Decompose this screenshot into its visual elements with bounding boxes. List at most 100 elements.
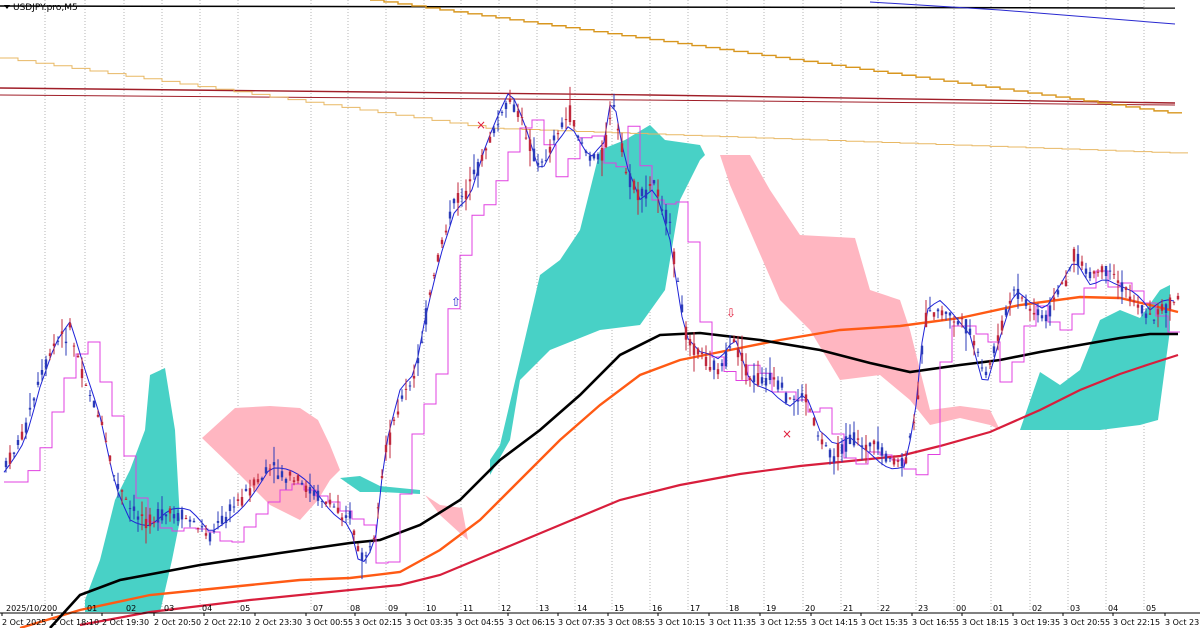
candle-body [816, 435, 820, 437]
time-label: 3 Oct 14:15 [811, 618, 858, 627]
candle-body [884, 453, 888, 462]
candle-body [1096, 271, 1100, 273]
candle-body [268, 468, 272, 470]
candle-body [984, 371, 988, 376]
candle-body [36, 381, 40, 385]
candle-body [716, 369, 720, 375]
candle-body [348, 511, 352, 519]
candle-body [752, 375, 756, 383]
candle-body [828, 449, 832, 458]
candle-body [1172, 301, 1176, 303]
hour-label: 13 [539, 604, 549, 613]
candle-body [1040, 315, 1044, 319]
candle-body [128, 508, 132, 510]
candle-body [608, 117, 612, 119]
candle-body [904, 457, 908, 464]
candle-body [508, 98, 512, 102]
candle-body [312, 490, 316, 496]
hour-label: 00 [47, 604, 57, 613]
candle-body [144, 518, 148, 529]
hour-label: 04 [202, 604, 212, 613]
candle-body [504, 102, 508, 109]
candle-body [704, 356, 708, 366]
hour-label: 11 [463, 604, 473, 613]
time-label: 3 Oct 22:15 [1113, 618, 1160, 627]
hour-label: 01 [993, 604, 1003, 613]
candle-body [108, 455, 112, 462]
candle-body [384, 444, 388, 453]
candle-body [548, 146, 552, 153]
candle-body [684, 326, 688, 340]
candle-body [48, 353, 52, 356]
candle-body [888, 457, 892, 459]
candle-body [356, 546, 360, 552]
candle-body [1108, 270, 1112, 272]
candle-body [12, 452, 16, 454]
candle-body [528, 139, 532, 151]
candle-body [368, 546, 372, 548]
candle-body [136, 516, 140, 520]
symbol-dropdown-icon[interactable] [4, 5, 10, 9]
candle-body [536, 162, 540, 166]
candle-body [8, 452, 12, 464]
candle-body [1168, 297, 1172, 310]
candle-body [740, 352, 744, 361]
candle-body [800, 393, 804, 398]
hour-label: 02 [1032, 604, 1042, 613]
candle-body [760, 377, 764, 384]
candle-body [224, 516, 228, 523]
candle-body [624, 171, 628, 174]
candle-body [76, 355, 80, 358]
candle-body [180, 509, 184, 520]
candle-body [580, 142, 584, 144]
candle-body [336, 507, 340, 513]
candle-body [880, 447, 884, 456]
candle-body [900, 457, 904, 467]
hour-label: 20 [805, 604, 815, 613]
candle-body [776, 380, 780, 390]
candle-body [344, 515, 348, 518]
candle-body [748, 377, 752, 381]
candle-body [100, 421, 104, 425]
candle-body [700, 352, 704, 354]
candle-body [916, 395, 920, 400]
cloud-bull-segment [340, 476, 420, 494]
candle-body [532, 148, 536, 162]
candle-body [708, 367, 712, 371]
candle-body [288, 471, 292, 476]
candle-body [4, 460, 8, 468]
tenkan-line [3, 93, 1175, 563]
candle-body [844, 436, 848, 452]
candle-body [72, 345, 76, 347]
time-label: 2 Oct 23:30 [255, 618, 302, 627]
hour-label: 15 [614, 604, 624, 613]
hour-label: 10 [426, 604, 436, 613]
candle-body [628, 173, 632, 188]
time-label: 3 Oct 19:35 [1013, 618, 1060, 627]
candle-body [972, 340, 976, 346]
candle-body [968, 328, 972, 335]
candle-body [896, 460, 900, 462]
time-label: 3 Oct 08:55 [608, 618, 655, 627]
candle-body [1020, 297, 1024, 299]
time-label: 3 Oct 04:55 [457, 618, 504, 627]
candle-body [920, 345, 924, 355]
candle-body [244, 488, 248, 491]
candle-body [480, 154, 484, 161]
candle-body [840, 444, 844, 454]
candle-body [664, 209, 668, 224]
candle-body [1032, 312, 1036, 315]
candle-body [140, 514, 144, 516]
time-label: 3 Oct 15:35 [861, 618, 908, 627]
candle-body [432, 275, 436, 276]
candle-body [460, 196, 464, 198]
candle-body [32, 398, 36, 401]
hour-label: 07 [313, 604, 323, 613]
candle-body [712, 360, 716, 370]
candle-body [960, 318, 964, 320]
candle-body [280, 471, 284, 478]
ma-slow-line [79, 353, 1179, 627]
candle-body [1060, 282, 1064, 284]
